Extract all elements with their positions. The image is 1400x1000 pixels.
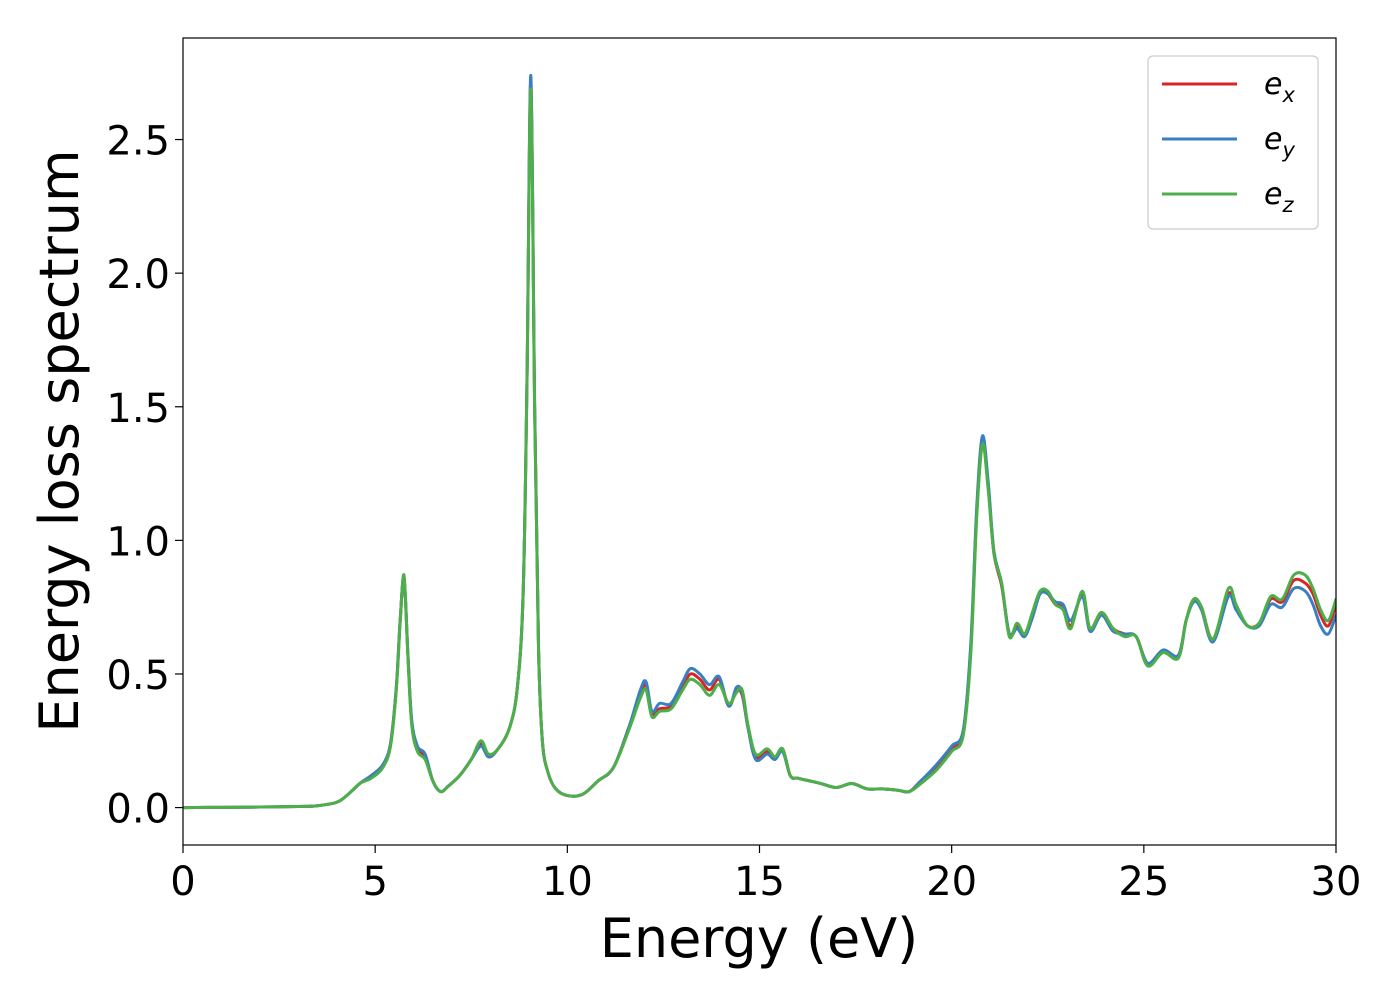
y-tick-label: 2.5 — [106, 119, 170, 165]
axes-layer: 0 5 10 15 20 25 30 0.0 0.5 1.0 1.5 2.0 2.5 — [106, 37, 1362, 905]
x-tick-label: 15 — [734, 859, 785, 905]
y-tick-label: 0.0 — [106, 787, 170, 833]
series-layer — [183, 73, 1336, 810]
y-tick-label: 2.0 — [106, 252, 170, 298]
x-tick-label: 0 — [170, 859, 195, 905]
legend-label-z: ez — [1264, 177, 1294, 217]
legend: ex ey ez — [1147, 55, 1319, 230]
legend-label-y: ey — [1264, 122, 1295, 162]
y-tick-label: 0.5 — [106, 653, 170, 699]
x-tick-label: 10 — [542, 859, 593, 905]
series-line-z — [183, 87, 1336, 810]
y-axis-label: Energy loss spectrum — [28, 149, 91, 732]
x-axis-label: Energy (eV) — [600, 907, 919, 970]
x-tick-label: 20 — [926, 859, 977, 905]
y-tick-label: 1.0 — [106, 519, 170, 565]
x-tick-label: 25 — [1118, 859, 1169, 905]
legend-label-x: ex — [1264, 67, 1295, 107]
y-tick-label: 1.5 — [106, 386, 170, 432]
x-tick-label: 5 — [362, 859, 387, 905]
legend-box — [1147, 55, 1319, 230]
x-tick-label: 30 — [1311, 859, 1362, 905]
